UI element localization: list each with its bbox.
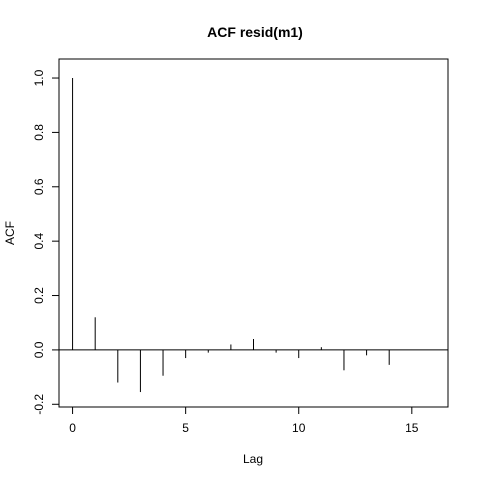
plot-frame — [58, 58, 449, 408]
x-tick-label: 10 — [292, 421, 306, 435]
acf-bars — [72, 78, 390, 393]
y-tick-label: -0.2 — [32, 394, 46, 415]
y-axis: -0.2 0.0 0.2 0.4 0.6 0.8 1.0 — [32, 69, 59, 415]
y-tick-label: 1.0 — [32, 69, 46, 86]
y-tick-label: 0.6 — [32, 178, 46, 195]
y-tick-label: 0.4 — [32, 232, 46, 249]
chart-title: ACF resid(m1) — [207, 24, 303, 40]
x-axis-label: Lag — [243, 452, 263, 466]
x-tick-label: 15 — [405, 421, 419, 435]
x-tick-label: 5 — [182, 421, 189, 435]
x-axis: 0 5 10 15 — [69, 407, 419, 435]
y-axis-label: ACF — [3, 221, 17, 245]
x-tick-label: 0 — [69, 421, 76, 435]
y-tick-label: 0.2 — [32, 287, 46, 304]
y-tick-label: 0.8 — [32, 124, 46, 141]
y-tick-label: 0.0 — [32, 341, 46, 358]
